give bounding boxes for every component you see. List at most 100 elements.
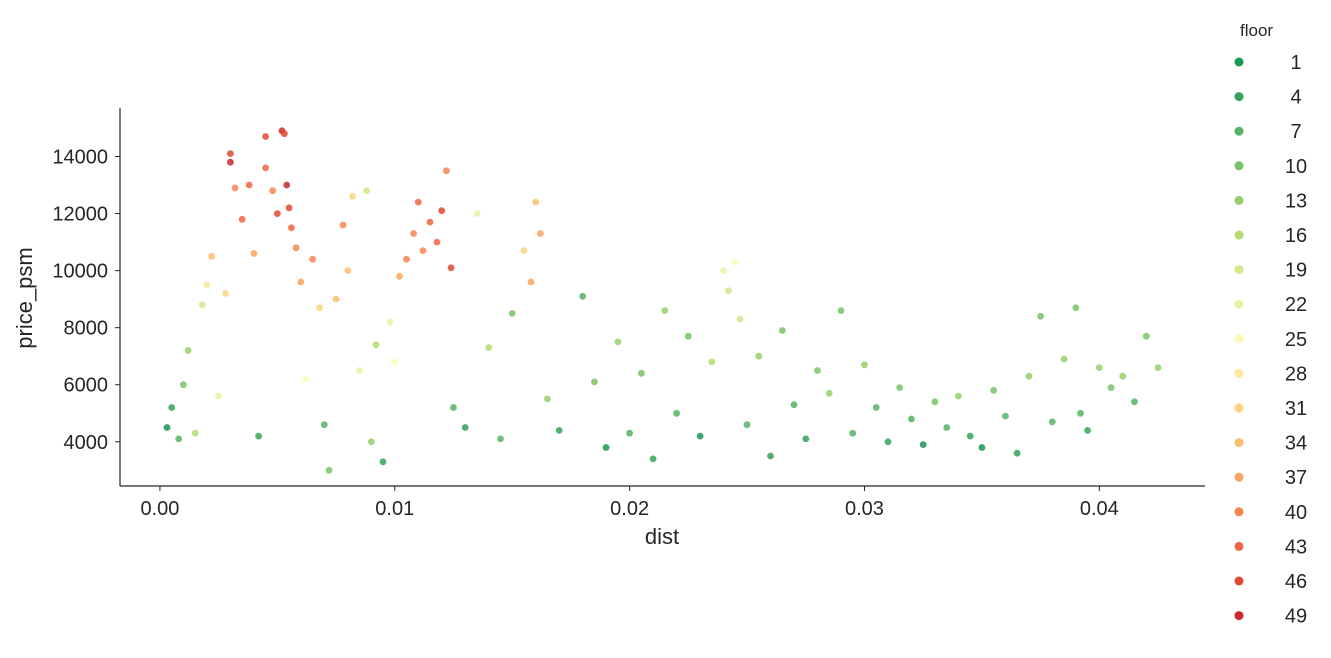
data-point	[461, 424, 469, 431]
legend-marker	[1234, 541, 1244, 551]
data-point	[433, 238, 441, 246]
legend-label: 34	[1285, 433, 1307, 455]
legend-marker	[1234, 195, 1244, 205]
legend-marker	[1234, 576, 1244, 586]
data-point	[908, 415, 915, 423]
data-point	[292, 244, 300, 252]
y-ticks: 4000 6000 8000 10000 12000 14000	[52, 146, 120, 454]
data-point	[356, 367, 363, 374]
data-point	[450, 404, 457, 411]
data-point	[281, 130, 288, 138]
x-tick-label: 0.01	[375, 498, 414, 520]
data-point	[1002, 412, 1009, 420]
legend-label: 28	[1285, 363, 1307, 385]
legend-label: 19	[1285, 260, 1307, 282]
y-tick-label: 14000	[52, 146, 108, 168]
legend-label: 43	[1285, 536, 1307, 558]
data-point	[790, 401, 798, 409]
data-point	[649, 455, 657, 463]
y-tick-label: 12000	[52, 204, 108, 226]
legend-label: 40	[1285, 502, 1307, 524]
data-point	[990, 387, 997, 394]
data-point	[349, 193, 356, 200]
data-point	[339, 221, 347, 229]
legend-label: 1	[1290, 52, 1301, 74]
data-point	[708, 358, 716, 366]
data-point	[163, 424, 171, 431]
legend-marker	[1234, 230, 1244, 240]
legend-label: 4	[1290, 87, 1301, 109]
data-point	[426, 218, 434, 226]
data-point	[231, 184, 239, 192]
data-point	[861, 361, 868, 369]
data-point	[443, 167, 450, 175]
data-point	[931, 398, 939, 406]
legend-marker	[1234, 472, 1244, 482]
data-point	[403, 255, 410, 263]
data-point	[297, 278, 305, 286]
x-tick-label: 0.02	[610, 498, 649, 520]
data-point	[485, 344, 493, 351]
legend-marker	[1234, 611, 1244, 621]
data-point	[527, 278, 535, 286]
data-point	[731, 258, 739, 266]
data-point	[332, 295, 340, 303]
data-point	[626, 429, 633, 437]
x-tick-label: 0.04	[1080, 498, 1119, 520]
data-point	[614, 338, 622, 346]
y-axis-title: price_psm	[12, 247, 37, 348]
data-point	[497, 435, 504, 443]
y-tick-label: 4000	[64, 432, 109, 454]
data-point	[238, 215, 246, 223]
data-point	[410, 230, 417, 237]
x-ticks: 0.00 0.01 0.02 0.03 0.04	[140, 486, 1119, 520]
data-point	[555, 427, 563, 434]
data-point	[978, 444, 986, 451]
data-point	[379, 458, 387, 466]
legend-marker	[1234, 265, 1244, 275]
data-point	[1084, 427, 1091, 434]
data-point	[283, 181, 291, 189]
legend-label: 37	[1285, 467, 1307, 489]
data-point	[198, 301, 206, 309]
data-point	[473, 210, 481, 218]
data-point	[250, 250, 258, 257]
data-point	[273, 210, 281, 218]
data-point	[191, 429, 199, 437]
data-point	[184, 347, 192, 354]
data-point	[414, 198, 422, 206]
points-layer	[163, 127, 1162, 474]
data-point	[262, 133, 269, 140]
data-point	[269, 187, 277, 195]
data-point	[724, 287, 732, 294]
data-point	[1037, 312, 1044, 320]
data-point	[227, 158, 234, 166]
data-point	[508, 310, 516, 317]
data-point	[363, 187, 370, 195]
legend-marker	[1234, 403, 1244, 413]
legend: 1 4 7 10 13 16 19 22 25 28 31 34 37 40 43 46 49	[1234, 52, 1307, 628]
data-point	[203, 281, 211, 289]
data-point	[579, 292, 587, 300]
data-point	[743, 421, 751, 429]
data-point	[1131, 398, 1138, 406]
data-point	[175, 435, 183, 443]
data-point	[544, 395, 551, 403]
data-point	[316, 304, 323, 312]
data-point	[372, 341, 380, 349]
data-point	[919, 441, 927, 448]
data-point	[684, 332, 692, 340]
legend-marker	[1234, 368, 1244, 378]
data-point	[673, 409, 680, 417]
data-point	[447, 264, 455, 272]
y-tick-label: 8000	[64, 318, 109, 340]
data-point	[814, 367, 821, 374]
data-point	[255, 432, 262, 440]
data-point	[955, 392, 962, 400]
y-tick-label: 10000	[52, 261, 108, 283]
legend-label: 49	[1285, 606, 1307, 628]
data-point	[591, 378, 598, 386]
data-point	[168, 404, 176, 411]
legend-marker	[1234, 299, 1244, 309]
data-point	[1142, 332, 1150, 340]
